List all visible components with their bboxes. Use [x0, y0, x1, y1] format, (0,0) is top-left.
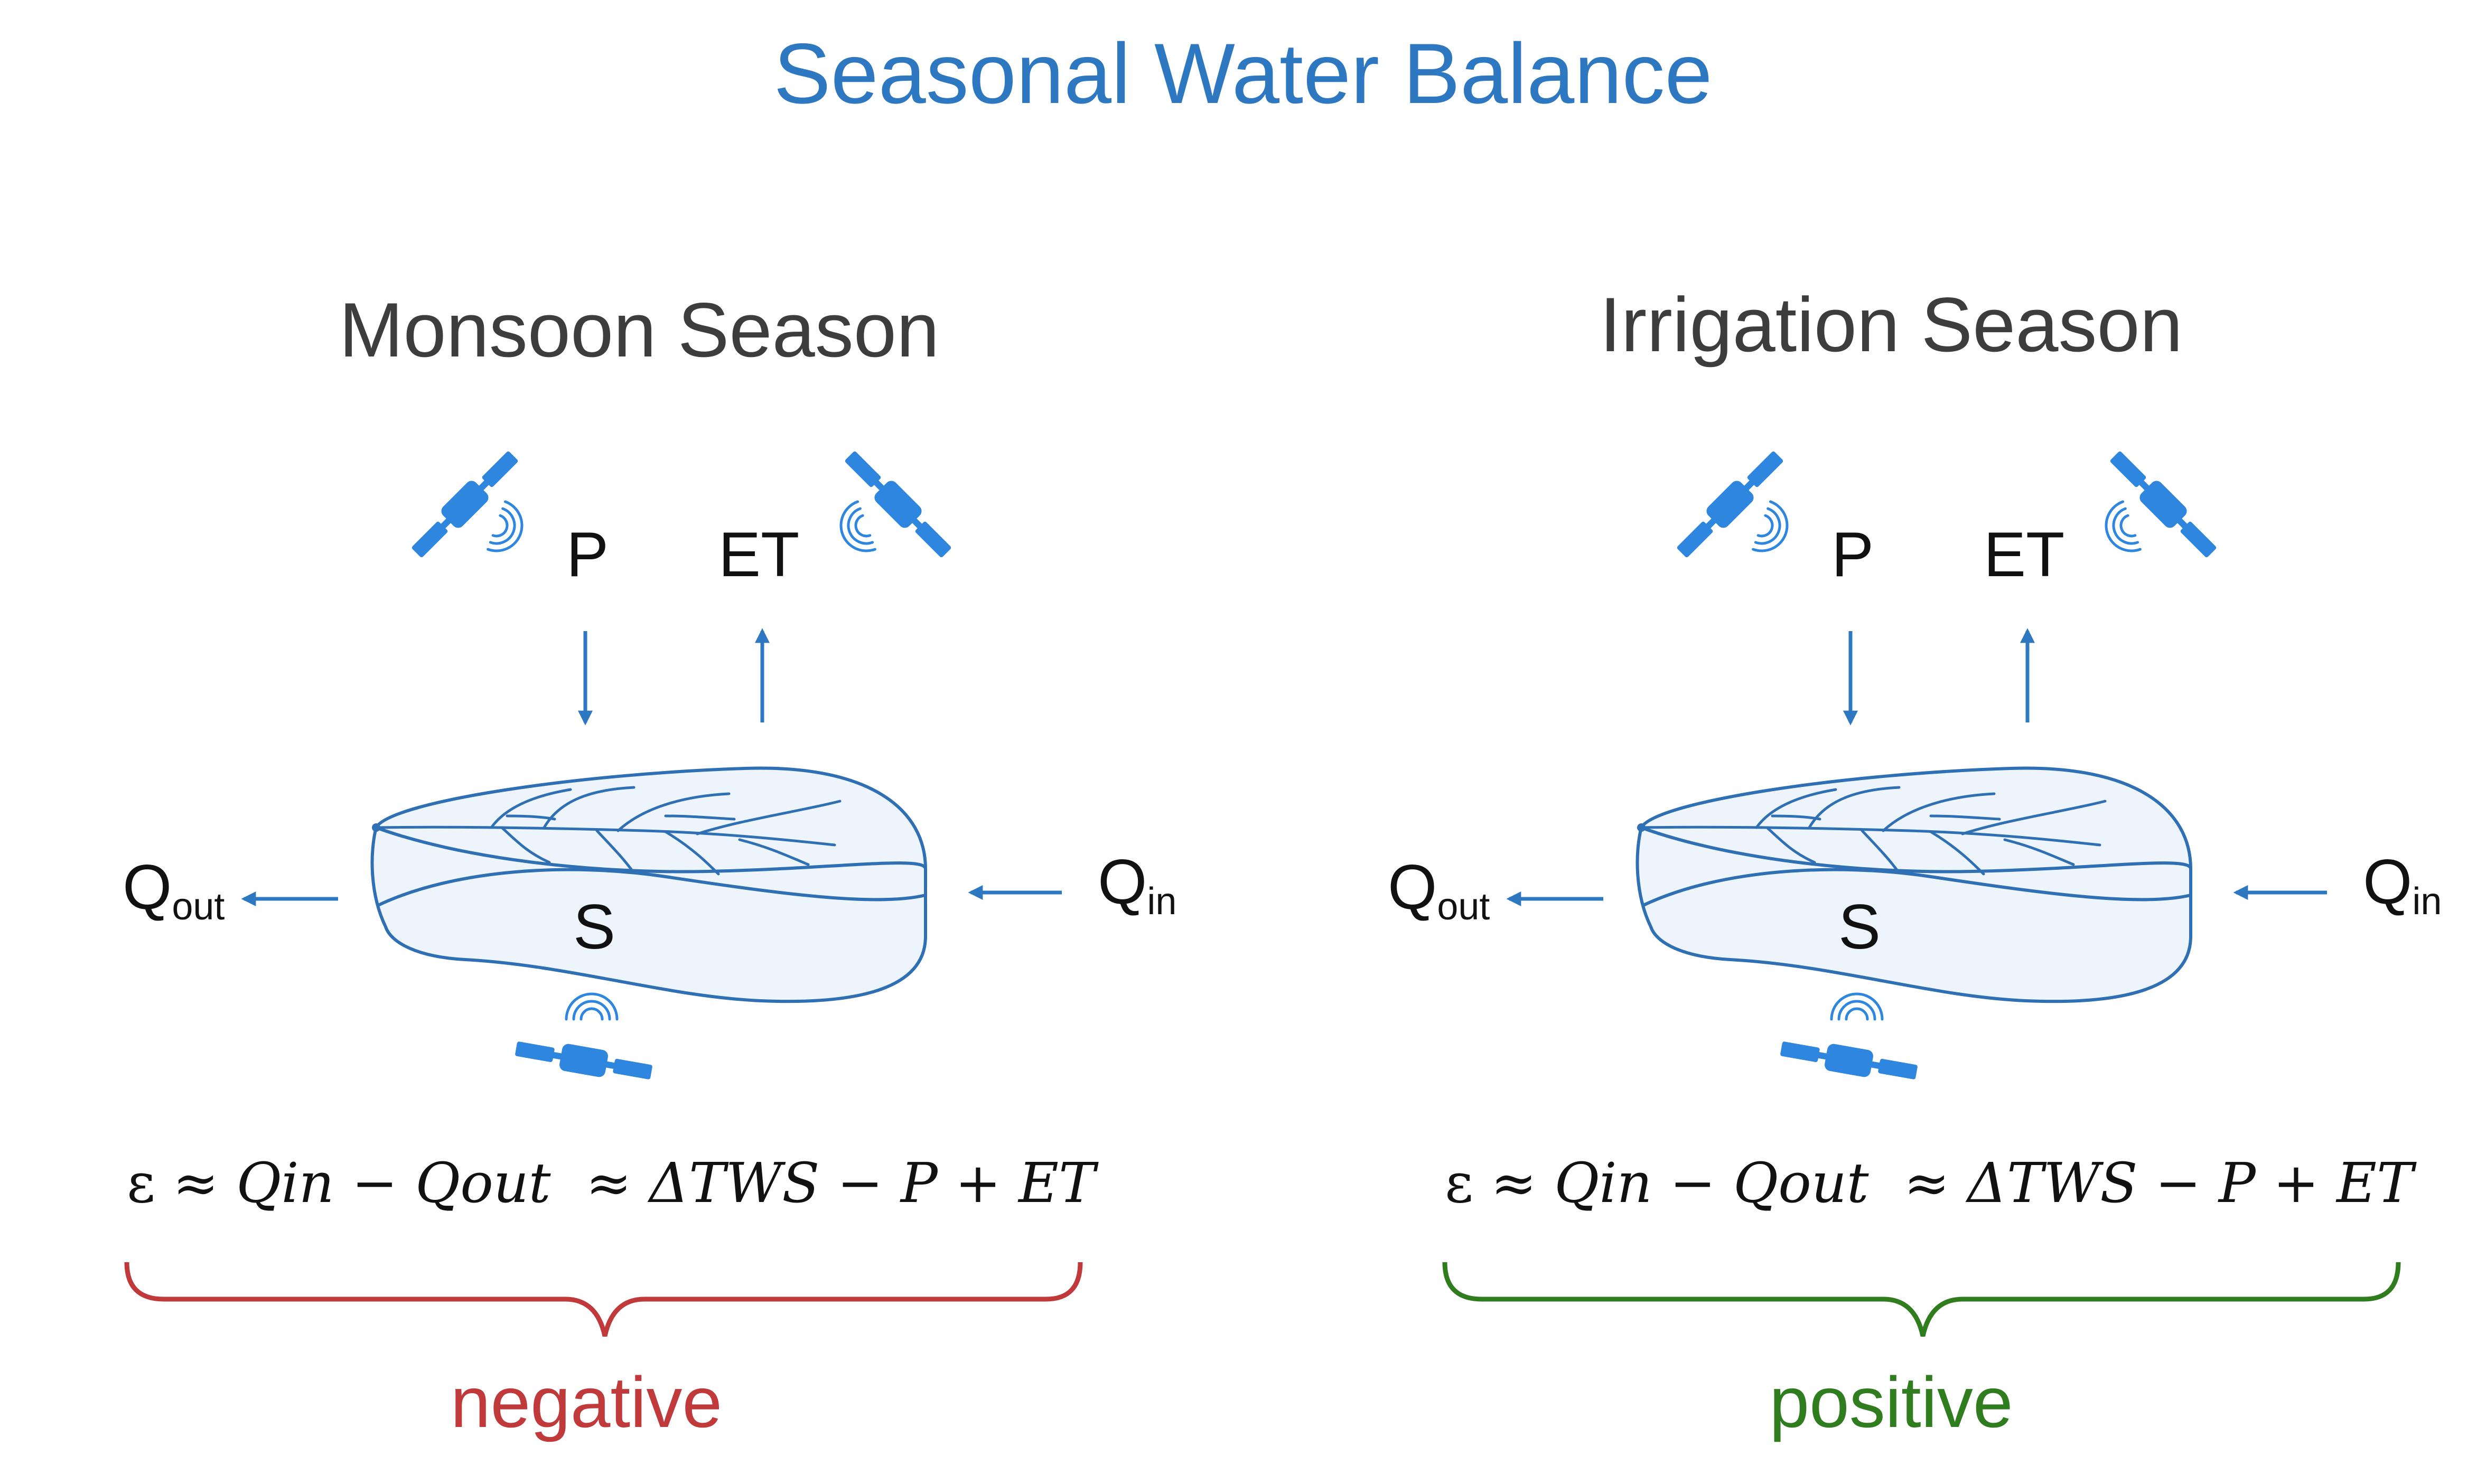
eq-minus: −	[351, 1151, 398, 1215]
eq-qin: Qin	[236, 1151, 334, 1215]
label-q-out-main: Q	[1388, 852, 1437, 923]
eq-qout: Qout	[1733, 1151, 1869, 1215]
label-q-in-main: Q	[2363, 847, 2413, 917]
panel-irrigation-graphics	[1442, 446, 2401, 1337]
eq-approx: ≈	[1903, 1151, 1950, 1215]
brace-negative	[124, 1262, 1083, 1337]
label-q-in: Qin	[2363, 845, 2442, 928]
sign-label-positive: positive	[1769, 1362, 2013, 1442]
satellite-icon	[1779, 994, 1919, 1086]
diagram-title: Seasonal Water Balance	[773, 26, 1713, 121]
label-q-out-main: Q	[123, 852, 172, 923]
eq-dtws: ΔTWS	[649, 1151, 820, 1215]
label-q-in: Qin	[1098, 845, 1176, 928]
label-et: ET	[718, 519, 800, 590]
label-q-out: Qout	[123, 850, 225, 933]
label-s: S	[1838, 891, 1881, 962]
balance-equation: ε ≈ Qin − Qout ≈ ΔTWS − P + ET	[1445, 1146, 2413, 1220]
label-q-out-sub: out	[172, 886, 225, 928]
panel-monsoon-graphics	[124, 446, 1083, 1337]
eq-et: ET	[1018, 1151, 1096, 1215]
season-title: Monsoon Season	[339, 287, 940, 373]
balance-equation: ε ≈ Qin − Qout ≈ ΔTWS − P + ET	[127, 1146, 1095, 1220]
eq-plus: +	[2273, 1151, 2319, 1215]
label-q-out-sub: out	[1437, 886, 1490, 928]
eq-p: P	[2218, 1151, 2256, 1215]
satellite-icon	[2099, 446, 2222, 563]
eq-approx: ≈	[1490, 1151, 1537, 1215]
label-p: P	[566, 519, 609, 590]
label-q-out: Qout	[1388, 850, 1490, 933]
label-s: S	[573, 891, 616, 962]
eq-dtws: ΔTWS	[1967, 1151, 2138, 1215]
eq-p: P	[900, 1151, 938, 1215]
eq-approx: ≈	[172, 1151, 219, 1215]
eq-minus: −	[837, 1151, 883, 1215]
label-et: ET	[1984, 519, 2065, 590]
satellite-icon	[834, 446, 957, 563]
eq-epsilon: ε	[1445, 1151, 1473, 1215]
sign-label-negative: negative	[450, 1362, 723, 1442]
label-q-in-main: Q	[1098, 847, 1147, 917]
label-q-in-sub: in	[1147, 880, 1177, 923]
eq-approx: ≈	[585, 1151, 632, 1215]
satellite-icon	[406, 446, 529, 563]
label-q-in-sub: in	[2412, 880, 2442, 923]
eq-minus: −	[2155, 1151, 2201, 1215]
eq-qin: Qin	[1554, 1151, 1652, 1215]
brace-positive	[1442, 1262, 2401, 1337]
season-title: Irrigation Season	[1600, 281, 2183, 368]
label-p: P	[1831, 519, 1874, 590]
eq-qout: Qout	[415, 1151, 551, 1215]
eq-minus: −	[1669, 1151, 1716, 1215]
satellite-icon	[1671, 446, 1795, 563]
eq-epsilon: ε	[127, 1151, 155, 1215]
satellite-icon	[513, 994, 654, 1086]
eq-et: ET	[2337, 1151, 2414, 1215]
eq-plus: +	[955, 1151, 1001, 1215]
